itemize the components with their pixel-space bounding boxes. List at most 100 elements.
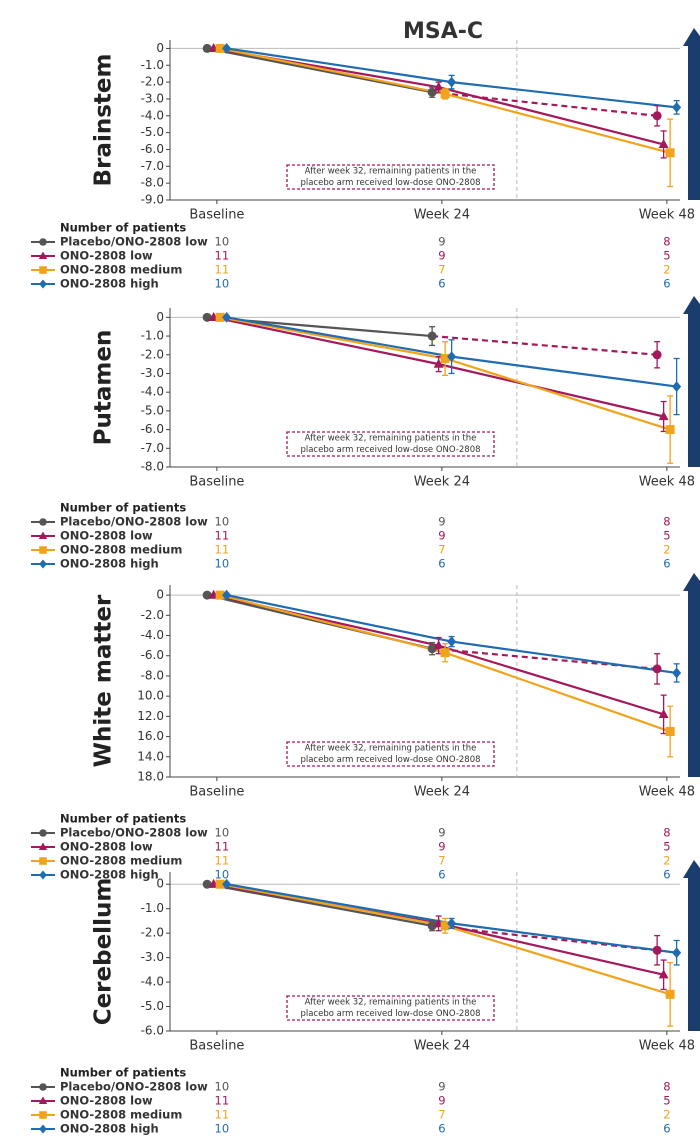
y-tick-label: -4.0 — [141, 108, 164, 122]
y-tick-label: -2.0 — [141, 347, 164, 361]
patient-count: 11 — [215, 854, 230, 868]
table-title: Number of patients — [60, 501, 186, 515]
marker — [38, 251, 48, 260]
y-tick-label: -6.0 — [141, 648, 164, 662]
table-title: Number of patients — [60, 1066, 186, 1080]
series-line — [226, 594, 677, 675]
marker — [440, 354, 450, 364]
marker — [665, 989, 675, 999]
annotation-box — [286, 431, 495, 457]
marker — [202, 43, 212, 53]
x-tick-label: Baseline — [189, 208, 244, 223]
marker — [658, 139, 669, 149]
y-tick-label: 14.0 — [137, 749, 164, 763]
direction-arrow-head — [683, 296, 700, 314]
legend-label: ONO-2808 low — [60, 840, 153, 854]
patient-count: 8 — [663, 235, 670, 249]
patient-count: 9 — [438, 826, 445, 840]
annotation-text: After week 32, remaining patients in the — [305, 167, 477, 177]
y-tick-label: -4.0 — [141, 628, 164, 642]
y-axis-title: Brainstem — [91, 54, 117, 187]
patient-count: 11 — [215, 1094, 230, 1108]
marker — [38, 842, 48, 851]
patient-count: 11 — [215, 840, 230, 854]
marker — [38, 1096, 48, 1105]
y-tick-label: -8.0 — [141, 176, 164, 190]
table-title: Number of patients — [60, 221, 186, 235]
patient-count: 10 — [215, 868, 230, 882]
y-axis-title: Putamen — [91, 330, 117, 446]
annotation-text: After week 32, remaining patients in the — [305, 744, 477, 754]
marker — [447, 636, 457, 647]
patient-count: 11 — [215, 1108, 230, 1122]
y-tick-label: -6.0 — [141, 1024, 164, 1038]
patient-count: 6 — [663, 1122, 670, 1136]
y-tick-label: -4.0 — [141, 385, 164, 399]
y-tick-label: 0 — [156, 41, 164, 55]
patient-count: 7 — [438, 1108, 445, 1122]
x-tick-label: Week 48 — [639, 785, 695, 800]
patient-count: 5 — [663, 249, 670, 263]
patient-count: 6 — [438, 557, 445, 571]
direction-arrow — [688, 870, 700, 1031]
patient-count: 10 — [215, 1080, 230, 1094]
patient-count: 8 — [663, 515, 670, 529]
marker — [39, 829, 47, 837]
patient-count: 6 — [663, 557, 670, 571]
legend-label: ONO-2808 high — [60, 868, 159, 882]
patient-count: 10 — [215, 277, 230, 291]
marker — [39, 279, 47, 289]
annotation-box — [286, 995, 495, 1021]
y-tick-label: -9.0 — [141, 193, 164, 207]
patient-count: 6 — [438, 868, 445, 882]
x-tick-label: Week 24 — [414, 1039, 470, 1054]
y-axis-title: White matter — [91, 594, 117, 767]
x-tick-label: Baseline — [189, 785, 244, 800]
patient-count: 5 — [663, 1094, 670, 1108]
y-tick-label: -6.0 — [141, 142, 164, 156]
patient-count: 10 — [215, 826, 230, 840]
patient-count: 9 — [438, 1080, 445, 1094]
patient-count: 9 — [438, 840, 445, 854]
y-tick-label: 0 — [156, 588, 164, 602]
marker — [202, 312, 212, 322]
marker — [433, 640, 444, 650]
y-tick-label: 0 — [156, 310, 164, 324]
marker — [652, 945, 662, 955]
patient-count: 9 — [438, 1094, 445, 1108]
marker — [652, 350, 662, 360]
legend-label: ONO-2808 low — [60, 1094, 153, 1108]
direction-arrow-head — [683, 28, 700, 46]
legend-label: ONO-2808 medium — [60, 263, 182, 277]
marker — [652, 111, 662, 121]
y-tick-label: -2.0 — [141, 608, 164, 622]
annotation-box — [286, 741, 495, 767]
patient-count: 11 — [215, 263, 230, 277]
patient-count: 8 — [663, 826, 670, 840]
patient-count: 11 — [215, 543, 230, 557]
y-tick-label: -2.0 — [141, 926, 164, 940]
patient-count: 10 — [215, 515, 230, 529]
marker — [39, 546, 47, 554]
patient-count: 5 — [663, 529, 670, 543]
patient-count: 9 — [438, 529, 445, 543]
y-tick-label: -5.0 — [141, 125, 164, 139]
patient-count: 8 — [663, 1080, 670, 1094]
legend-label: Placebo/ONO-2808 low — [60, 235, 208, 249]
marker — [39, 857, 47, 865]
y-tick-label: -1.0 — [141, 58, 164, 72]
y-tick-label: -1.0 — [141, 329, 164, 343]
y-tick-label: -8.0 — [141, 460, 164, 474]
patient-count: 9 — [438, 515, 445, 529]
patient-count: 6 — [663, 868, 670, 882]
marker — [222, 311, 232, 323]
series-line — [206, 883, 433, 927]
marker — [222, 43, 232, 54]
series-line — [432, 334, 658, 356]
y-tick-label: -1.0 — [141, 901, 164, 915]
annotation-text: placebo arm received low-dose ONO-2808 — [300, 755, 480, 765]
marker — [39, 559, 47, 569]
page-title: MSA-C — [403, 19, 483, 44]
legend-label: Placebo/ONO-2808 low — [60, 515, 208, 529]
marker — [427, 331, 437, 341]
